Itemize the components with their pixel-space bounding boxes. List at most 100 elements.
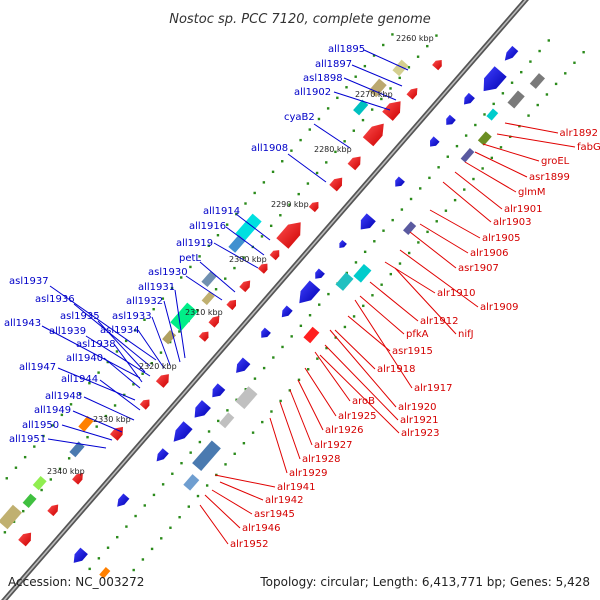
guide-dot [409,197,413,201]
gene-label[interactable]: alr1923 [401,428,439,439]
label-leader [49,285,157,361]
gene-label[interactable]: alr1901 [504,204,542,215]
gene-label[interactable]: asr1907 [458,263,499,274]
guide-dot [161,297,165,300]
gene-label[interactable]: alr1910 [437,288,475,299]
gene-label[interactable]: all1951 [9,434,46,445]
feature-block [368,78,387,98]
gene-label[interactable]: all1940 [66,353,103,364]
gene-label[interactable]: all1902 [294,87,331,98]
gene-label[interactable]: all1950 [22,420,59,431]
plus-gene-arrow [362,123,384,147]
guide-dot [160,537,163,540]
gene-label[interactable]: asl1898 [303,73,343,84]
gene-label[interactable]: asl1930 [148,267,188,278]
feature-block [529,73,546,89]
gene-label[interactable]: all1932 [126,296,163,307]
gene-label[interactable]: all1897 [315,59,352,70]
guide-dot [382,43,385,47]
gene-label[interactable]: all1947 [19,362,56,373]
label-leader [313,123,351,149]
gene-label[interactable]: groEL [541,156,570,167]
guide-dot [104,414,108,418]
guide-dot [86,435,89,439]
guide-dot [124,339,128,343]
gene-label[interactable]: alr1941 [277,482,315,493]
gene-label[interactable]: asl1936 [35,294,75,305]
guide-dot [143,504,146,507]
guide-dot [123,393,126,397]
plus-gene-arrow [18,532,32,547]
gene-label[interactable]: asr1915 [392,346,433,357]
guide-dot [327,292,330,296]
guide-dot [455,144,459,148]
plus-gene-arrow [276,222,301,249]
label-leader [151,316,171,366]
guide-dot [196,309,199,312]
guide-dot [398,262,402,265]
guide-dot [170,286,174,290]
guide-dot [336,96,339,100]
guide-dot [554,82,558,86]
gene-label[interactable]: all1919 [176,238,213,249]
gene-label[interactable]: all1931 [138,282,175,293]
gene-label[interactable]: alr1920 [398,402,436,413]
guide-dot [306,182,310,185]
gene-label[interactable]: all1914 [203,206,240,217]
gene-label[interactable]: alr1903 [493,217,531,228]
gene-label[interactable]: fabG [577,142,600,153]
gene-label[interactable]: all1943 [4,318,41,329]
gene-label[interactable]: alr1921 [400,415,438,426]
gene-label[interactable]: all1949 [34,405,71,416]
gene-label[interactable]: all1908 [251,143,288,154]
gene-label[interactable]: alr1946 [242,523,280,534]
gene-label[interactable]: all1916 [189,221,226,232]
gene-label[interactable]: alr1952 [230,539,268,550]
gene-label[interactable]: asr1899 [529,172,570,183]
gene-label[interactable]: alr1917 [414,383,452,394]
guide-dot [361,118,365,122]
label-leader [137,329,165,369]
gene-label[interactable]: cyaB2 [284,112,315,123]
gene-label[interactable]: alr1912 [420,316,458,327]
gene-label[interactable]: aroB [352,396,375,407]
gene-label[interactable]: alr1925 [338,411,376,422]
gene-label[interactable]: asl1934 [100,325,140,336]
gene-label[interactable]: alr1926 [325,425,363,436]
label-leader [41,325,141,379]
gene-label[interactable]: alr1892 [560,128,598,139]
accession-text: Accession: NC_003272 [8,575,144,589]
gene-label[interactable]: alr1928 [302,454,340,465]
minus-gene-arrow [395,176,405,187]
gene-label[interactable]: asr1945 [254,509,295,520]
gene-label[interactable]: asl1935 [60,311,100,322]
gene-label[interactable]: alr1905 [482,233,520,244]
gene-label[interactable]: alr1927 [314,440,352,451]
label-leader [333,91,391,111]
gene-label[interactable]: alr1909 [480,302,518,313]
feature-block [353,263,372,283]
guide-dot [49,478,52,481]
gene-label[interactable]: alr1942 [265,495,303,506]
gene-label[interactable]: all1895 [328,44,365,55]
gene-label[interactable]: asl1937 [9,276,49,287]
guide-dot [242,442,246,445]
guide-dot [501,92,505,95]
gene-label[interactable]: alr1906 [470,248,508,259]
gene-label[interactable]: petL [179,253,201,264]
minus-gene-arrow [446,114,456,125]
gene-label[interactable]: all1948 [45,391,82,402]
gene-label[interactable]: all1944 [61,374,98,385]
gene-label[interactable]: asl1938 [76,339,116,350]
guide-dot [180,276,183,279]
gene-label[interactable]: glmM [518,187,546,198]
gene-label[interactable]: asl1933 [112,311,152,322]
gene-label[interactable]: alr1929 [289,468,327,479]
gene-label[interactable]: pfkA [406,329,429,340]
gene-label[interactable]: nifJ [458,329,474,340]
guide-dot [270,410,273,413]
gene-label[interactable]: all1939 [49,326,86,337]
label-leader [225,226,265,256]
guide-dot [510,81,514,84]
gene-label[interactable]: alr1918 [377,364,415,375]
